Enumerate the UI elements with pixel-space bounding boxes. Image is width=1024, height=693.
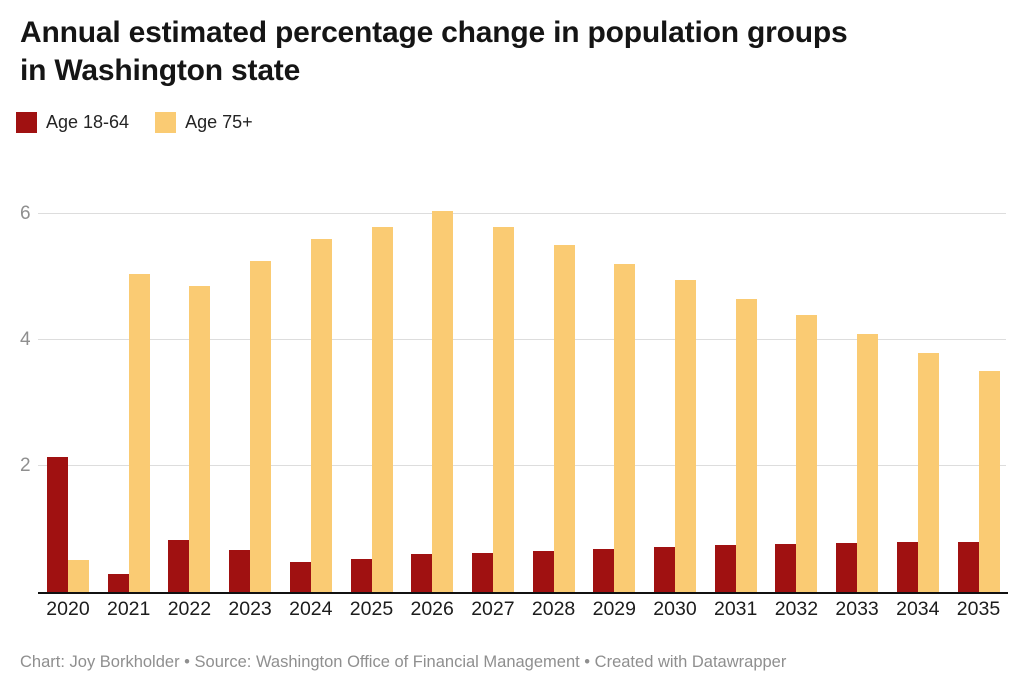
bar-group-2034 (896, 186, 939, 592)
x-axis-label-2035: 2035 (956, 598, 1001, 620)
x-axis-label-2026: 2026 (410, 598, 454, 620)
bar-age-18-64-2023 (229, 550, 251, 592)
bar-age-18-64-2035 (957, 542, 979, 592)
x-axis-tick-labels: 2020 2021 2022 2023 2024 2025 2026 2027 2028 2029… (38, 598, 1006, 624)
x-axis-baseline (38, 592, 1008, 594)
x-axis-label-2024: 2024 (289, 598, 333, 620)
bar-age-75--2021 (128, 274, 150, 592)
bar-group-2028 (532, 186, 575, 592)
legend-label: Age 75+ (185, 112, 253, 132)
legend-item-age-18-64: Age 18-64 (16, 112, 129, 133)
x-axis-label-2032: 2032 (774, 598, 819, 620)
y-axis-tick-labels: 2 4 6 (20, 186, 36, 592)
bar-group-2023 (229, 186, 272, 592)
bar-group-2020 (47, 186, 89, 592)
y-axis-tick-label-2: 2 (20, 455, 31, 476)
bar-group-2024 (289, 186, 332, 592)
bar-group-2027 (471, 186, 514, 592)
bar-age-18-64-2027 (471, 553, 493, 592)
legend: Age 18-64 Age 75+ (16, 112, 253, 133)
bar-age-75--2023 (250, 261, 272, 592)
gridline-6 (38, 213, 1006, 214)
bar-age-75--2024 (310, 239, 332, 592)
legend-item-age-75-: Age 75+ (155, 112, 253, 133)
bar-age-18-64-2024 (289, 562, 311, 592)
bar-age-75--2033 (857, 334, 879, 592)
bar-age-75--2030 (675, 280, 696, 592)
bar-age-75--2027 (492, 227, 514, 592)
x-axis-label-2023: 2023 (228, 598, 272, 620)
bar-age-75--2026 (432, 211, 454, 592)
bar-age-18-64-2020 (47, 457, 68, 592)
x-axis-label-2021: 2021 (106, 598, 151, 620)
bar-age-18-64-2034 (896, 542, 918, 592)
plot-area (38, 186, 1008, 594)
x-axis-label-2027: 2027 (471, 598, 515, 620)
x-axis-label-2030: 2030 (653, 598, 697, 620)
x-axis-label-2028: 2028 (531, 598, 576, 620)
bar-age-18-64-2032 (775, 544, 797, 592)
x-axis-label-2020: 2020 (46, 598, 90, 620)
chart-title-line2: in Washington state (20, 54, 301, 87)
bar-group-2021 (107, 186, 150, 592)
gridline-4 (38, 339, 1006, 340)
bar-age-18-64-2028 (532, 551, 554, 592)
bar-age-75--2029 (614, 264, 636, 592)
chart-title: Annual estimated percentage change in po… (20, 14, 848, 90)
y-axis-tick-label-6: 6 (20, 203, 31, 224)
bar-group-2031 (714, 186, 757, 592)
gridline-2 (38, 465, 1006, 466)
bar-age-18-64-2029 (593, 549, 615, 592)
bar-age-75--2022 (189, 286, 211, 592)
bar-age-75--2035 (978, 371, 1000, 592)
chart-title-line1: Annual estimated percentage change in po… (20, 16, 848, 49)
x-axis-label-2033: 2033 (835, 598, 879, 620)
x-axis-label-2034: 2034 (896, 598, 940, 620)
bar-group-2030 (654, 186, 696, 592)
bar-age-75--2028 (553, 245, 575, 592)
bar-group-2026 (411, 186, 454, 592)
bar-age-18-64-2026 (411, 554, 433, 592)
bar-age-75--2020 (68, 560, 89, 592)
bar-group-2033 (836, 186, 879, 592)
bar-age-18-64-2033 (836, 543, 858, 592)
bar-group-2025 (350, 186, 393, 592)
bar-age-18-64-2031 (714, 545, 736, 592)
bar-group-2032 (775, 186, 818, 592)
bar-age-18-64-2030 (654, 547, 675, 592)
legend-label: Age 18-64 (46, 112, 130, 132)
bar-group-2035 (957, 186, 1000, 592)
bar-group-2029 (593, 186, 636, 592)
bar-age-18-64-2021 (107, 574, 129, 592)
footer-byline: Chart: Joy Borkholder • Source: Washingt… (20, 653, 787, 671)
legend-swatch-icon (16, 112, 37, 133)
bar-group-2022 (168, 186, 211, 592)
bar-age-18-64-2025 (350, 559, 372, 592)
x-axis-label-2029: 2029 (592, 598, 636, 620)
x-axis-label-2031: 2031 (713, 598, 758, 620)
x-axis-label-2022: 2022 (167, 598, 212, 620)
y-axis-tick-label-4: 4 (20, 329, 31, 350)
legend-swatch-icon (155, 112, 177, 133)
bar-age-75--2031 (735, 299, 757, 592)
x-axis-label-2025: 2025 (349, 598, 394, 620)
bar-age-75--2032 (796, 315, 818, 592)
bar-age-18-64-2022 (168, 540, 190, 592)
bar-age-75--2025 (371, 227, 393, 592)
bar-age-75--2034 (917, 353, 939, 592)
